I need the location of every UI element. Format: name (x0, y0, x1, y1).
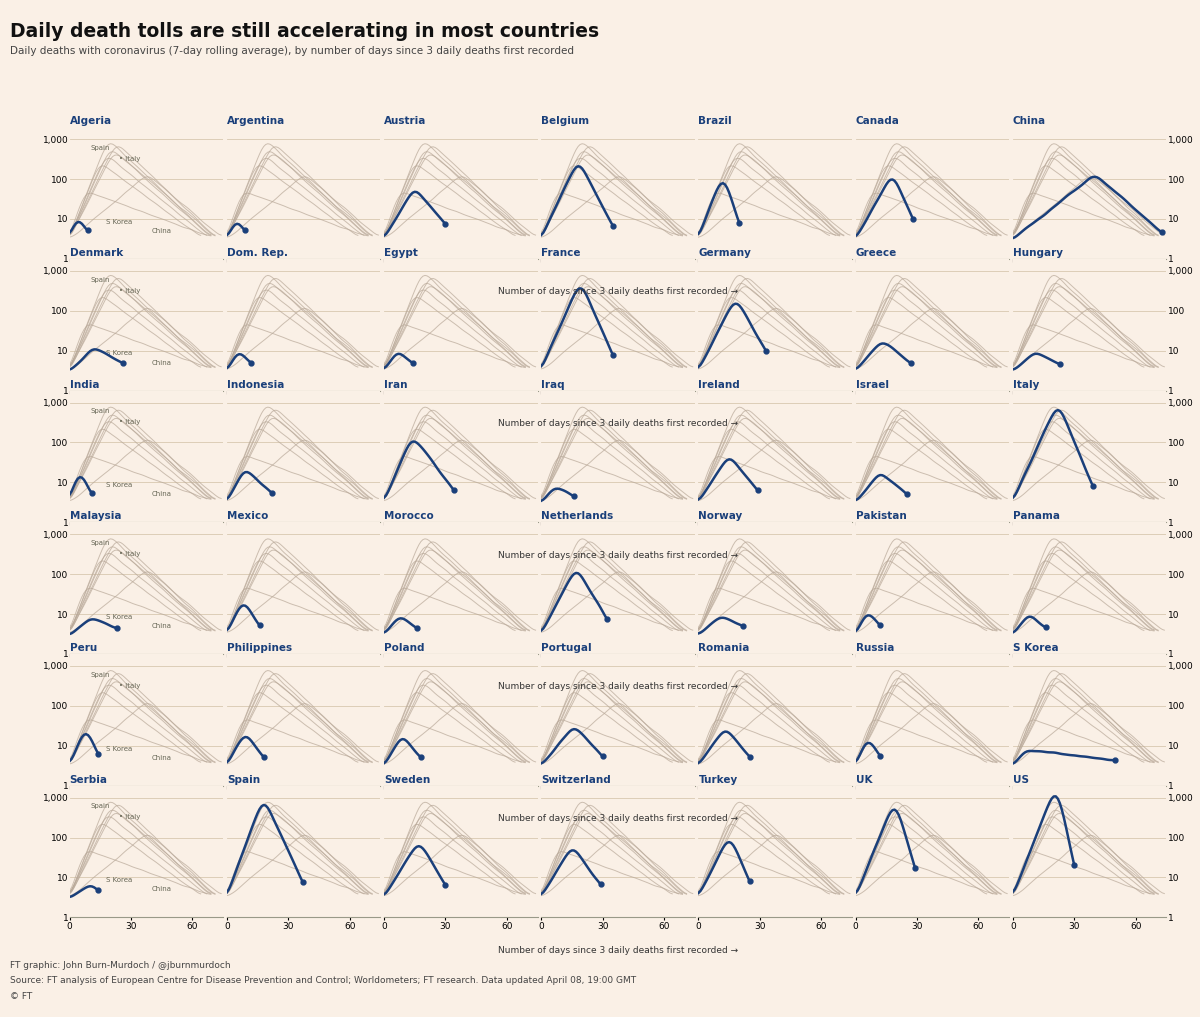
Text: Turkey: Turkey (698, 775, 738, 785)
Text: China: China (1013, 116, 1046, 126)
Text: Iraq: Iraq (541, 379, 565, 390)
Text: Panama: Panama (1013, 512, 1060, 522)
Text: • Italy: • Italy (119, 551, 140, 557)
Text: S Korea: S Korea (107, 614, 133, 619)
Text: Peru: Peru (70, 643, 97, 653)
Text: Indonesia: Indonesia (227, 379, 284, 390)
Text: Hungary: Hungary (1013, 248, 1063, 258)
Text: China: China (151, 755, 172, 761)
Text: Poland: Poland (384, 643, 425, 653)
Text: Netherlands: Netherlands (541, 512, 613, 522)
Text: Daily death tolls are still accelerating in most countries: Daily death tolls are still accelerating… (10, 22, 599, 42)
Text: Number of days since 3 daily deaths first recorded →: Number of days since 3 daily deaths firs… (498, 287, 738, 296)
Text: Philippines: Philippines (227, 643, 292, 653)
Text: China: China (151, 491, 172, 497)
Text: Source: FT analysis of European Centre for Disease Prevention and Control; World: Source: FT analysis of European Centre f… (10, 976, 636, 985)
Text: US: US (1013, 775, 1028, 785)
Text: Brazil: Brazil (698, 116, 732, 126)
Text: S Korea: S Korea (107, 878, 133, 883)
Text: Egypt: Egypt (384, 248, 418, 258)
Text: Germany: Germany (698, 248, 751, 258)
Text: France: France (541, 248, 581, 258)
Text: Romania: Romania (698, 643, 750, 653)
Text: S Korea: S Korea (1013, 643, 1058, 653)
Text: Mexico: Mexico (227, 512, 268, 522)
Text: • Italy: • Italy (119, 156, 140, 162)
Text: Norway: Norway (698, 512, 743, 522)
Text: Algeria: Algeria (70, 116, 112, 126)
Text: Denmark: Denmark (70, 248, 122, 258)
Text: Greece: Greece (856, 248, 896, 258)
Text: • Italy: • Italy (119, 815, 140, 821)
Text: Pakistan: Pakistan (856, 512, 906, 522)
Text: Israel: Israel (856, 379, 888, 390)
Text: S Korea: S Korea (107, 219, 133, 225)
Text: Italy: Italy (1013, 379, 1039, 390)
Text: FT graphic: John Burn-Murdoch / @jburnmurdoch: FT graphic: John Burn-Murdoch / @jburnmu… (10, 961, 230, 970)
Text: S Korea: S Korea (107, 482, 133, 488)
Text: Canada: Canada (856, 116, 900, 126)
Text: S Korea: S Korea (107, 745, 133, 752)
Text: • Italy: • Italy (119, 419, 140, 425)
Text: Austria: Austria (384, 116, 426, 126)
Text: Spain: Spain (90, 277, 109, 283)
Text: Daily deaths with coronavirus (7-day rolling average), by number of days since 3: Daily deaths with coronavirus (7-day rol… (10, 46, 574, 56)
Text: Sweden: Sweden (384, 775, 431, 785)
Text: Number of days since 3 daily deaths first recorded →: Number of days since 3 daily deaths firs… (498, 419, 738, 428)
Text: Switzerland: Switzerland (541, 775, 611, 785)
Text: Serbia: Serbia (70, 775, 108, 785)
Text: Belgium: Belgium (541, 116, 589, 126)
Text: Argentina: Argentina (227, 116, 286, 126)
Text: India: India (70, 379, 100, 390)
Text: • Italy: • Italy (119, 288, 140, 294)
Text: China: China (151, 623, 172, 630)
Text: Number of days since 3 daily deaths first recorded →: Number of days since 3 daily deaths firs… (498, 551, 738, 559)
Text: Ireland: Ireland (698, 379, 740, 390)
Text: Spain: Spain (227, 775, 260, 785)
Text: Number of days since 3 daily deaths first recorded →: Number of days since 3 daily deaths firs… (498, 814, 738, 823)
Text: Number of days since 3 daily deaths first recorded →: Number of days since 3 daily deaths firs… (498, 946, 738, 955)
Text: Dom. Rep.: Dom. Rep. (227, 248, 288, 258)
Text: S Korea: S Korea (107, 351, 133, 356)
Text: Portugal: Portugal (541, 643, 592, 653)
Text: China: China (151, 887, 172, 893)
Text: China: China (151, 228, 172, 234)
Text: Iran: Iran (384, 379, 408, 390)
Text: China: China (151, 360, 172, 366)
Text: Spain: Spain (90, 540, 109, 546)
Text: • Italy: • Italy (119, 682, 140, 689)
Text: Russia: Russia (856, 643, 894, 653)
Text: UK: UK (856, 775, 872, 785)
Text: Spain: Spain (90, 672, 109, 677)
Text: Spain: Spain (90, 409, 109, 414)
Text: Number of days since 3 daily deaths first recorded →: Number of days since 3 daily deaths firs… (498, 682, 738, 692)
Text: Spain: Spain (90, 803, 109, 810)
Text: Morocco: Morocco (384, 512, 433, 522)
Text: © FT: © FT (10, 992, 32, 1001)
Text: Spain: Spain (90, 145, 109, 151)
Text: Malaysia: Malaysia (70, 512, 121, 522)
